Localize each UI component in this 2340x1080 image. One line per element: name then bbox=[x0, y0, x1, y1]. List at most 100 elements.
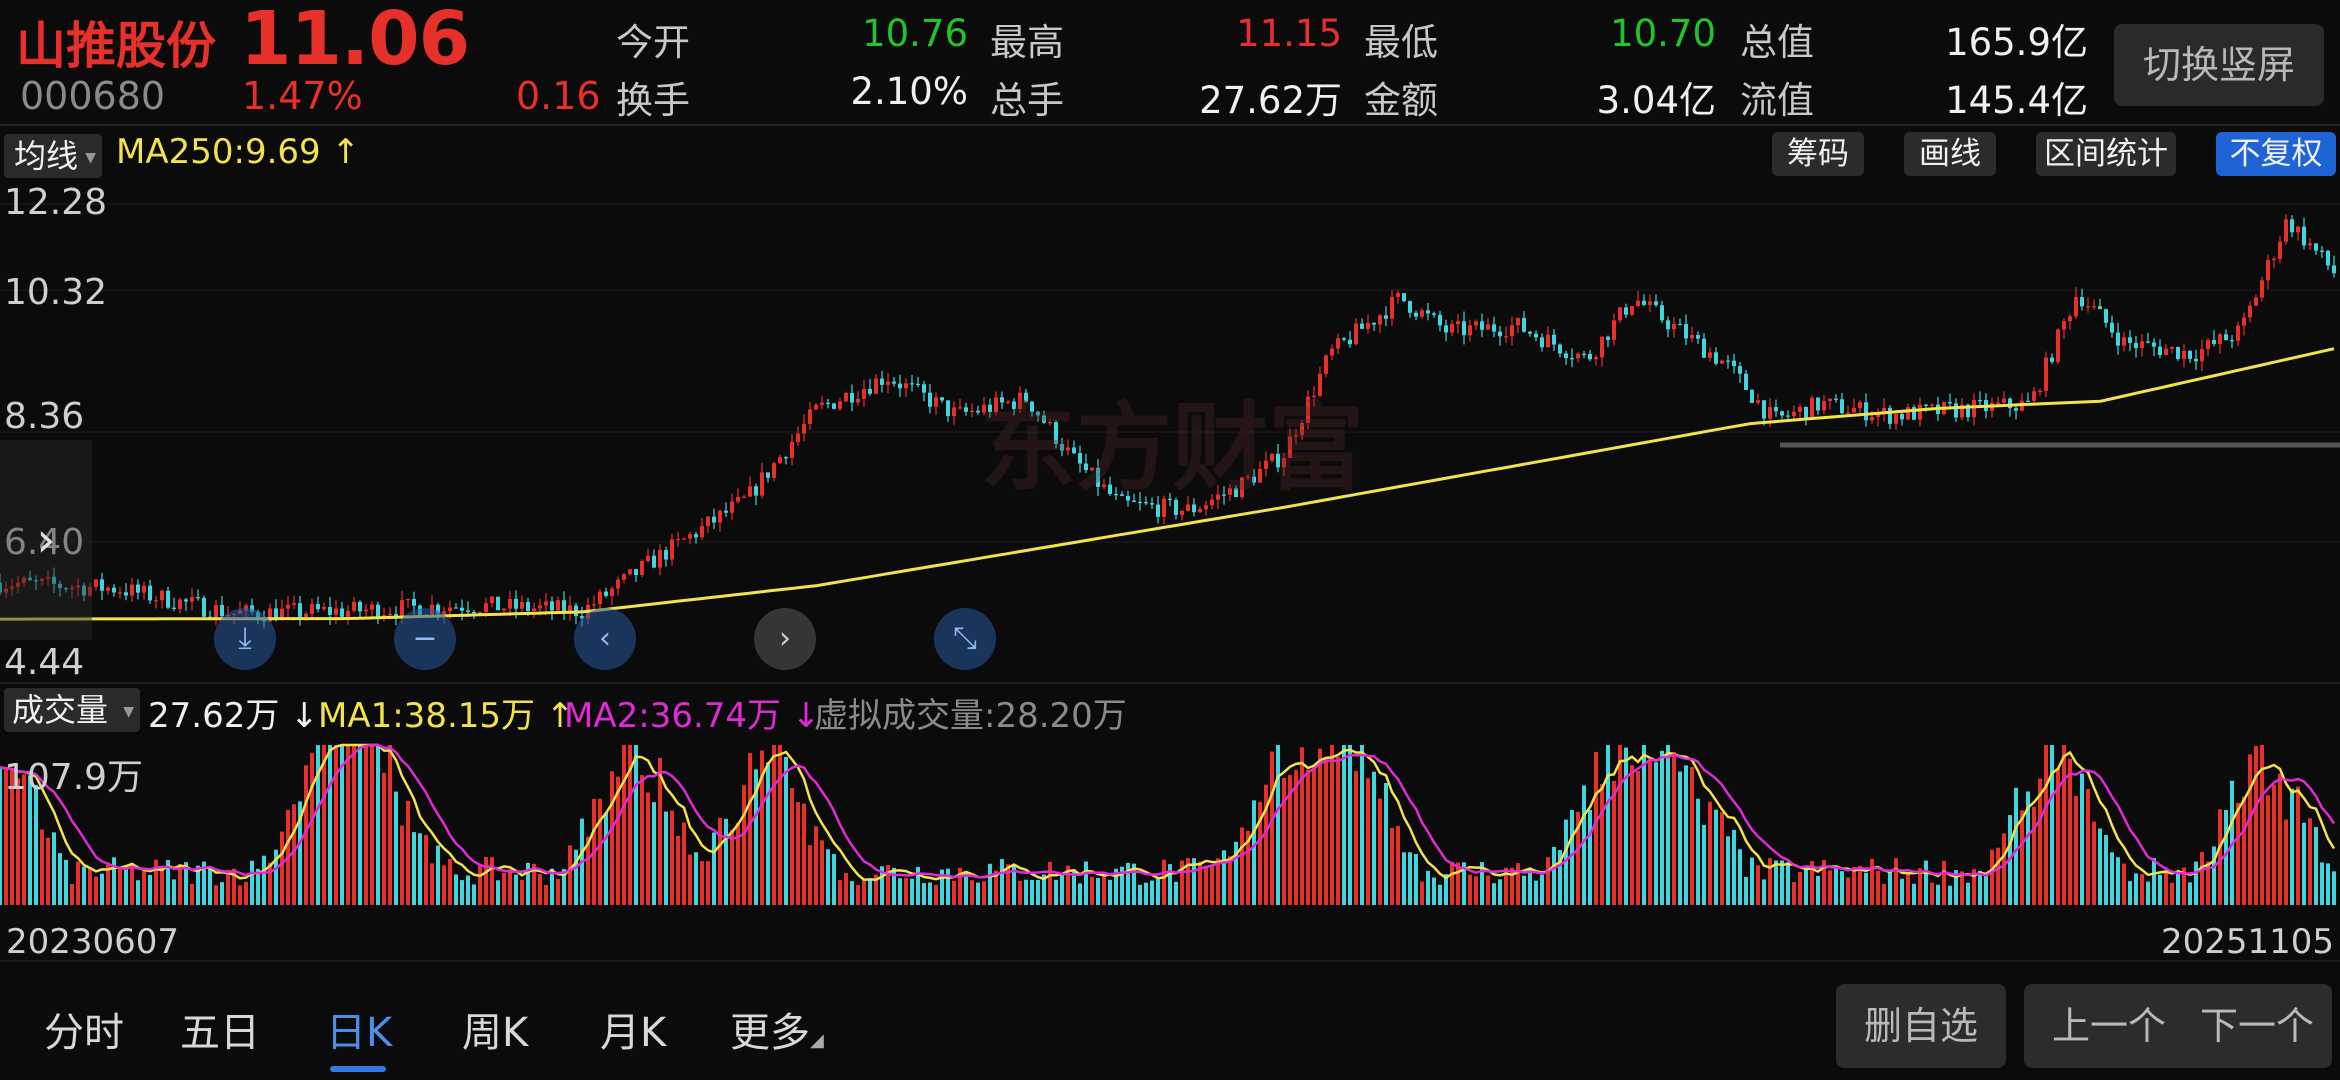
volume-bar bbox=[1708, 801, 1712, 905]
expand-left-button[interactable]: › bbox=[0, 440, 92, 640]
volume-bar bbox=[1864, 872, 1868, 905]
volume-bar bbox=[1606, 745, 1610, 905]
candle-body bbox=[598, 591, 602, 605]
volume-bar bbox=[448, 859, 452, 905]
candle-body bbox=[2296, 226, 2300, 233]
volume-bar bbox=[1198, 861, 1202, 905]
candle-body bbox=[712, 516, 716, 523]
candle-body bbox=[538, 605, 542, 609]
volume-bar bbox=[442, 865, 446, 905]
volume-bar bbox=[994, 870, 998, 905]
candle-body bbox=[1756, 400, 1760, 403]
tab-more[interactable]: 更多◢ bbox=[730, 1000, 824, 1058]
scroll-right-icon[interactable]: › bbox=[754, 608, 816, 670]
candle-body bbox=[1324, 355, 1328, 374]
candle-body bbox=[292, 603, 296, 605]
candle-body bbox=[1852, 408, 1856, 413]
kline-chart[interactable] bbox=[0, 180, 2340, 680]
volume-bar bbox=[568, 845, 572, 905]
volume-bar bbox=[1852, 867, 1856, 905]
candle-body bbox=[1036, 411, 1040, 416]
volume-bar bbox=[2194, 861, 2198, 905]
volume-bar bbox=[1582, 785, 1586, 905]
volume-bar bbox=[112, 857, 116, 905]
draw-line-button[interactable]: 画线 bbox=[1904, 132, 1996, 176]
volume-bar bbox=[160, 866, 164, 905]
volume-bar bbox=[1240, 827, 1244, 905]
candle-body bbox=[1438, 314, 1442, 326]
candle-body bbox=[1396, 293, 1400, 297]
candle-body bbox=[1450, 324, 1454, 333]
collapse-icon[interactable]: ⤡ bbox=[934, 608, 996, 670]
tab-weekly-k[interactable]: 周K bbox=[462, 1010, 529, 1056]
volume-chart[interactable] bbox=[0, 735, 2340, 910]
next-stock-button[interactable]: 下一个 bbox=[2182, 984, 2332, 1068]
volume-bar bbox=[514, 874, 518, 905]
candle-body bbox=[1342, 338, 1346, 340]
volume-bar bbox=[808, 845, 812, 905]
candle-body bbox=[1168, 498, 1172, 500]
candle-body bbox=[952, 407, 956, 417]
volume-readout: 27.62万 ↓ bbox=[148, 696, 319, 736]
candle-body bbox=[856, 398, 860, 403]
remove-watchlist-button[interactable]: 删自选 bbox=[1836, 984, 2006, 1068]
volume-bar bbox=[1090, 877, 1094, 905]
volume-bar bbox=[1258, 801, 1262, 905]
no-adjust-button[interactable]: 不复权 bbox=[2216, 132, 2336, 176]
volume-bar bbox=[2050, 745, 2054, 905]
candle-body bbox=[1282, 458, 1286, 468]
range-stats-button[interactable]: 区间统计 bbox=[2036, 132, 2176, 176]
volume-bar bbox=[1972, 869, 1976, 905]
volume-bar bbox=[646, 792, 650, 905]
volume-bar bbox=[868, 878, 872, 905]
candle-body bbox=[1702, 338, 1706, 358]
candle-body bbox=[1786, 415, 1790, 417]
candle-body bbox=[1150, 503, 1154, 505]
volume-bar bbox=[1804, 866, 1808, 905]
volume-bar bbox=[2314, 827, 2318, 905]
indicator-select[interactable]: 均线 ▼ bbox=[4, 134, 102, 178]
candle-body bbox=[2098, 306, 2102, 310]
chips-button[interactable]: 筹码 bbox=[1772, 132, 1864, 176]
candle-body bbox=[478, 612, 482, 614]
volume-bar bbox=[628, 745, 632, 905]
price-axis-label: 8.36 bbox=[4, 396, 85, 437]
candle-body bbox=[784, 457, 788, 459]
scroll-left-icon[interactable]: ‹ bbox=[574, 608, 636, 670]
candle-body bbox=[1570, 358, 1574, 360]
volume-bar bbox=[2224, 809, 2228, 905]
volume-bar bbox=[916, 866, 920, 905]
move-to-bottom-icon[interactable]: ⤓ bbox=[214, 608, 276, 670]
candle-body bbox=[1708, 352, 1712, 358]
candle-body bbox=[556, 600, 560, 611]
volume-bar bbox=[406, 800, 410, 905]
candle-body bbox=[2038, 390, 2042, 393]
tab-monthly-k[interactable]: 月K bbox=[600, 1010, 667, 1056]
volume-indicator-select[interactable]: 成交量 ▼ bbox=[4, 688, 140, 732]
volume-bar bbox=[508, 869, 512, 905]
volume-bar bbox=[724, 818, 728, 905]
volume-bar bbox=[1012, 865, 1016, 905]
candle-body bbox=[1318, 373, 1322, 396]
tab-five-day[interactable]: 五日 bbox=[180, 1010, 260, 1056]
volume-bar bbox=[1858, 865, 1862, 905]
volume-bar bbox=[598, 798, 602, 905]
volume-bar bbox=[1150, 880, 1154, 905]
volume-bar bbox=[2254, 746, 2258, 905]
candle-body bbox=[2056, 329, 2060, 362]
candle-body bbox=[1522, 318, 1526, 332]
previous-stock-button[interactable]: 上一个 bbox=[2024, 984, 2194, 1068]
switch-portrait-button[interactable]: 切换竖屏 bbox=[2114, 24, 2324, 106]
volume-bar bbox=[166, 860, 170, 905]
zoom-out-icon[interactable]: − bbox=[394, 608, 456, 670]
candle-body bbox=[532, 608, 536, 612]
candle-body bbox=[850, 392, 854, 403]
candle-body bbox=[64, 588, 68, 590]
price-axis-label: 4.44 bbox=[4, 642, 85, 683]
volume-bar bbox=[10, 770, 14, 905]
tab-intraday[interactable]: 分时 bbox=[44, 1010, 124, 1056]
tab-daily-k[interactable]: 日K bbox=[326, 1010, 393, 1056]
candle-body bbox=[1606, 336, 1610, 340]
volume-bar bbox=[136, 880, 140, 905]
candle-body bbox=[2218, 334, 2222, 344]
